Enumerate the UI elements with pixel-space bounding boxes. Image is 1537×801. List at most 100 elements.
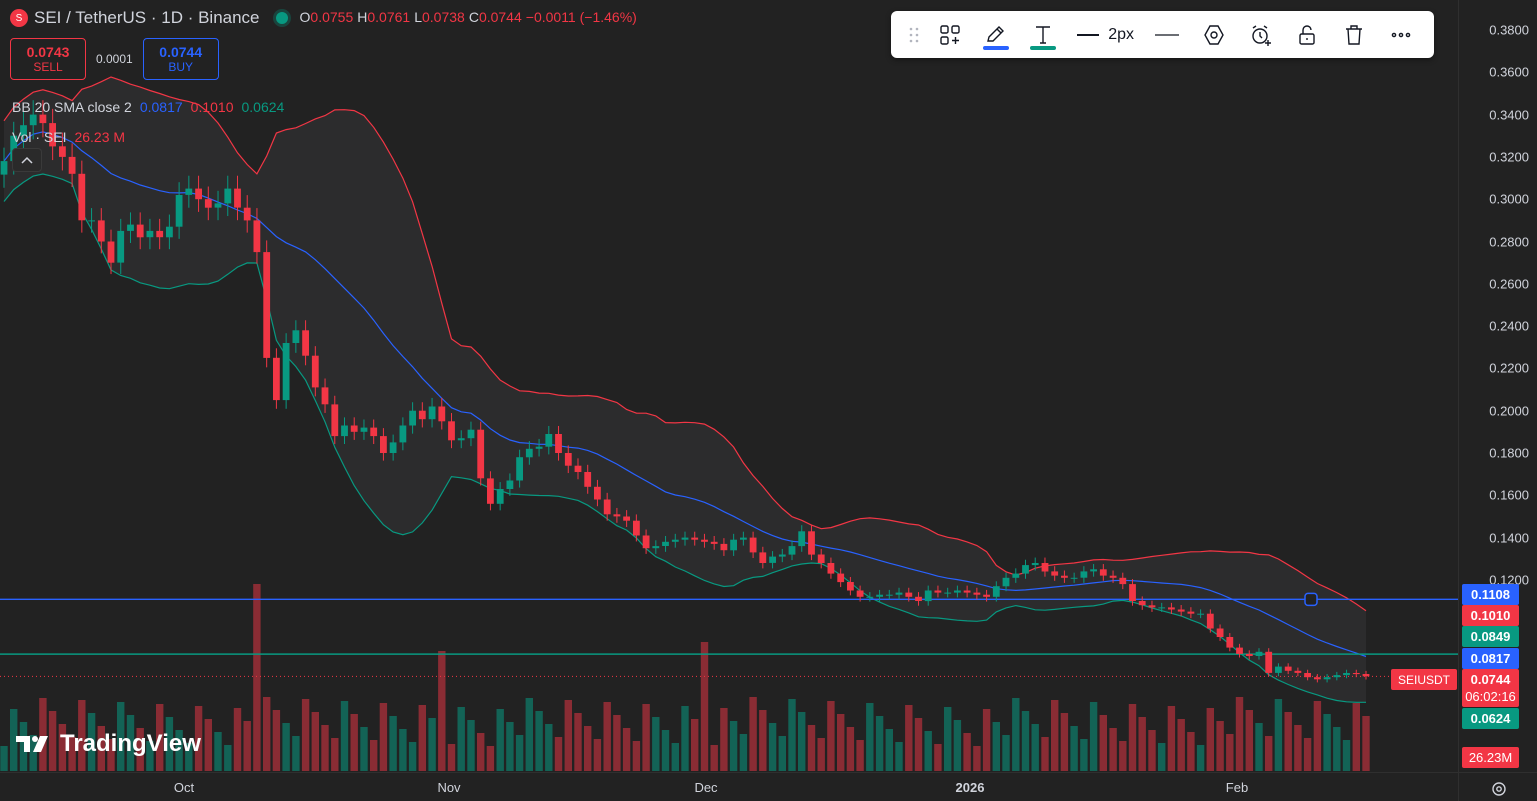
- gear-icon: [1492, 782, 1506, 796]
- ohlc-key: O: [299, 9, 311, 25]
- volume-bar: [1196, 745, 1205, 771]
- candle-body: [224, 188, 232, 204]
- volume-bar: [301, 699, 310, 771]
- candle-body: [963, 590, 971, 593]
- candle-body: [136, 224, 144, 238]
- volume-bar: [1245, 710, 1253, 771]
- brand-name: TradingView: [60, 730, 201, 757]
- volume-bar: [710, 745, 718, 771]
- candle-body: [1061, 575, 1068, 578]
- indicator-legend: BB 20 SMA close 2 0.0817 0.1010 0.0624 V…: [12, 92, 284, 152]
- volume-bar: [1284, 712, 1292, 771]
- volume-bar: [1235, 697, 1244, 771]
- sell-label: SELL: [33, 60, 63, 74]
- buy-button[interactable]: 0.0744 BUY: [142, 38, 219, 80]
- candle-body: [496, 489, 504, 504]
- volume-badge: 26.23M: [1462, 747, 1519, 768]
- volume-bar: [1294, 725, 1302, 771]
- volume-bar: [447, 744, 456, 771]
- candle-body: [652, 546, 660, 549]
- volume-bar: [389, 716, 397, 771]
- candle-body: [817, 554, 825, 563]
- pencil-color-button[interactable]: [973, 11, 1020, 58]
- bb-indicator-row[interactable]: BB 20 SMA close 2 0.0817 0.1010 0.0624: [12, 92, 284, 122]
- market-open-icon: [275, 12, 288, 24]
- candle-body: [166, 226, 173, 238]
- line-style-icon[interactable]: [1144, 11, 1191, 58]
- price-axis[interactable]: 0.3800 0.3600 0.3400 0.3200 0.3000 0.2800 0.26…: [1458, 0, 1537, 772]
- candle-body: [730, 539, 737, 551]
- chart-settings-corner[interactable]: [1458, 772, 1537, 801]
- candle-body: [59, 146, 66, 157]
- price-tick-label: 0.1800: [1489, 445, 1529, 461]
- line-handle: [1304, 592, 1318, 607]
- volume-bar: [768, 723, 777, 771]
- volume-bar: [1080, 739, 1088, 771]
- volume-bar: [924, 731, 932, 771]
- candle-body: [876, 594, 883, 597]
- sell-button[interactable]: 0.0743 SELL: [10, 38, 86, 80]
- time-tick-label: Nov: [437, 780, 461, 795]
- candle-body: [1119, 577, 1127, 585]
- bb-band-fill: [4, 77, 1366, 703]
- candle-body: [97, 220, 105, 242]
- volume-bar: [136, 728, 144, 771]
- candlestick-chart[interactable]: [0, 0, 1458, 772]
- candle-body: [1245, 653, 1253, 656]
- trash-icon[interactable]: [1331, 11, 1378, 58]
- collapse-legend-button[interactable]: [12, 148, 42, 172]
- candle-body: [214, 203, 222, 208]
- tradingview-watermark[interactable]: TradingView: [14, 730, 201, 758]
- volume-bar: [477, 733, 485, 771]
- volume-bar: [272, 710, 281, 771]
- bb-basis-line: [3, 131, 1367, 658]
- volume-bar: [681, 706, 689, 771]
- volume-bar: [1031, 724, 1039, 771]
- symbol-title[interactable]: SEI / TetherUS · 1D · Binance: [34, 8, 260, 27]
- text-color-button[interactable]: [1020, 11, 1067, 58]
- candle-body: [117, 230, 125, 263]
- volume-bar: [506, 722, 514, 771]
- volume-bar: [807, 725, 816, 771]
- settings-hex-icon[interactable]: [1191, 11, 1238, 58]
- price-tick-label: 0.1600: [1489, 487, 1529, 503]
- volume-bar: [934, 744, 942, 771]
- volume-bar: [564, 700, 572, 771]
- volume-indicator-row[interactable]: Vol · SEI 26.23 M: [12, 122, 284, 152]
- add-tool-icon[interactable]: [926, 11, 973, 58]
- candle-body: [302, 330, 309, 356]
- hline-price-badge: 0.1108: [1462, 584, 1519, 605]
- candle-body: [185, 188, 193, 195]
- volume-bar: [700, 642, 709, 771]
- volume-bar: [1187, 732, 1195, 771]
- candle-body: [1197, 613, 1204, 615]
- candle-body: [633, 520, 640, 536]
- volume-bar: [1051, 700, 1059, 771]
- lock-icon[interactable]: [1284, 11, 1331, 58]
- volume-bar: [438, 651, 446, 771]
- alert-clock-icon[interactable]: [1237, 11, 1284, 58]
- candle-body: [798, 531, 806, 547]
- candle-body: [1362, 674, 1370, 677]
- volume-bar: [0, 746, 8, 771]
- line-width-button[interactable]: 2px: [1066, 11, 1144, 58]
- volume-bar: [992, 722, 1000, 771]
- volume-bar: [379, 703, 388, 771]
- candle-body: [1002, 577, 1010, 587]
- chart-pane[interactable]: S SEI / TetherUS · 1D · Binance O0.0755 H…: [0, 0, 1458, 772]
- time-axis[interactable]: Oct Nov Dec 2026 Feb: [0, 772, 1458, 801]
- more-icon[interactable]: [1377, 11, 1424, 58]
- candle-body: [78, 173, 86, 221]
- pencil-icon: [987, 25, 1005, 42]
- candle-body: [409, 410, 416, 426]
- candle-body: [827, 563, 835, 574]
- candle-body: [1051, 571, 1059, 576]
- price-tick-label: 0.1400: [1489, 530, 1529, 546]
- drag-handle-icon[interactable]: [901, 11, 926, 58]
- volume-bar: [759, 710, 767, 771]
- candle-body: [1216, 628, 1224, 637]
- volume-bar: [1323, 714, 1331, 771]
- volume-bar: [603, 702, 611, 771]
- candle-body: [1090, 569, 1097, 572]
- volume-bar: [1012, 698, 1020, 771]
